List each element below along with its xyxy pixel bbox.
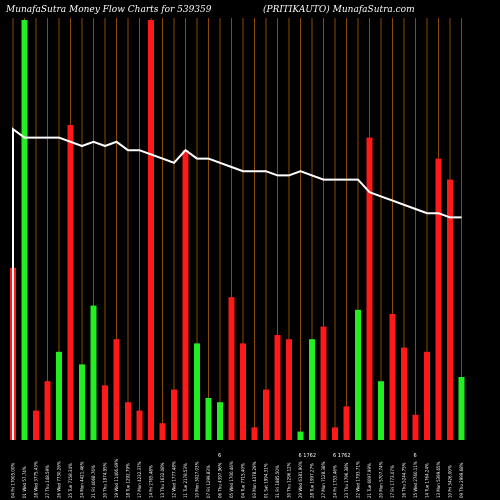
- x-tick-label: 28 Wed 3775.43%: [34, 461, 39, 498]
- bar-down: [286, 339, 292, 440]
- bar-down: [447, 179, 453, 440]
- price-line: [12, 127, 462, 440]
- x-tick-label: 28 Tue 1997.27%: [310, 463, 315, 498]
- x-tick-label: 06 Thu 4397.96%: [218, 462, 223, 498]
- bar-up: [378, 381, 384, 440]
- bar-down: [435, 158, 442, 440]
- small-marker: 6 1762: [333, 453, 351, 459]
- bar-up: [309, 339, 315, 440]
- x-tick-label: 18 Tue 1292.79%: [126, 463, 131, 498]
- x-tick-label: 31 Fri 1885.50%: [275, 465, 280, 498]
- x-tick-label: 23 Thu 1796.38%: [344, 462, 349, 498]
- x-tick-label: 14 Fri 2765.48%: [149, 465, 154, 498]
- x-tick-label: 25 Tue 7158.34%: [68, 463, 73, 498]
- bar-down: [182, 150, 189, 440]
- x-tick-label: 24 Fri 1753.46%: [333, 465, 338, 498]
- bar-down: [240, 343, 246, 440]
- bar-up: [21, 20, 28, 440]
- x-tick-label: 24 Mon 4421.46%: [80, 461, 85, 498]
- bar-down: [401, 347, 407, 440]
- x-tick-label: 12 Wed 1777.48%: [172, 461, 177, 498]
- bar-down: [102, 385, 108, 440]
- x-tick-label: 21 Fri 4068.76%: [91, 465, 96, 498]
- x-tick-label: 13 Mon 5399.65%: [436, 461, 441, 498]
- x-tick-label: 01 Wed 57.74%: [22, 466, 27, 498]
- bar-down: [148, 20, 154, 440]
- x-tick-label: 20 Mon 5707.74%: [379, 461, 384, 498]
- x-tick-label: 04 Tue 7715.40%: [241, 463, 246, 498]
- bar-up: [90, 305, 97, 440]
- bar-down: [412, 414, 419, 440]
- x-tick-label: 09 Thu 2999.68%: [459, 462, 464, 498]
- x-tick-label: 17 Mon 4232.37%: [137, 461, 142, 498]
- x-tick-label: 15 Wed 2760.11%: [413, 461, 418, 498]
- bar-down: [67, 125, 74, 440]
- bar-up: [79, 364, 85, 440]
- x-tick-label: 22 Wed 1793.71%: [356, 461, 361, 498]
- bar-down: [228, 297, 235, 440]
- x-tick-label: 16 Thu 5244.75%: [402, 462, 407, 498]
- bar-up: [458, 377, 465, 440]
- x-tick-label: 10 Mon 3027.03%: [195, 461, 200, 498]
- x-tick-label: 05 Wed 1700.46%: [229, 461, 234, 498]
- small-marker: 6 1762: [299, 453, 317, 459]
- x-tick-label: 07 Fri 1299.83%: [206, 465, 211, 498]
- x-tick-label: 04 Fri 17005.00%: [11, 463, 16, 498]
- bar-up: [217, 402, 223, 440]
- x-tick-label: 20 Thu 1974.95%: [103, 462, 108, 498]
- x-tick-label: 27 Thu 148.59%: [45, 465, 50, 498]
- x-tick-label: 19 Wed 11406.69%: [114, 459, 119, 498]
- x-tick-label: 21 Tue 6097.99%: [367, 463, 372, 498]
- bar-down: [424, 351, 430, 440]
- x-tick-label: 13 Thu 1632.08%: [160, 462, 165, 498]
- small-marker: 6: [414, 453, 417, 459]
- x-tick-label: 01 Sat 1994.31%: [264, 463, 269, 498]
- bar-down: [136, 410, 143, 440]
- small-markers: 6 6 1762 6 1762 6: [218, 453, 417, 459]
- x-tick-label: 03 Mon 4378.29%: [252, 461, 257, 498]
- bar-down: [332, 427, 338, 440]
- bar-down: [113, 339, 120, 440]
- bar-down: [274, 335, 281, 440]
- bar-down: [320, 326, 327, 440]
- bar-down: [171, 389, 177, 440]
- bar-down: [125, 402, 131, 440]
- bar-down: [263, 389, 269, 440]
- bar-up: [355, 309, 361, 440]
- bar-down: [159, 423, 166, 440]
- x-tick-label: 17 Fri 1773.07%: [390, 465, 395, 498]
- bar-down: [366, 137, 373, 440]
- x-tick-labels: 04 Fri 17005.00% 01 Wed 57.74% 28 Wed 3775…: [11, 459, 465, 498]
- x-tick-label: 30 Thu 1296.12%: [287, 462, 292, 498]
- bar-up: [194, 343, 200, 440]
- x-tick-label: 10 Fri 3426.00%: [448, 465, 453, 498]
- x-tick-label: 26 Wed 7730.26%: [57, 461, 62, 498]
- small-marker: 6: [218, 453, 221, 459]
- bar-down: [389, 314, 396, 440]
- bar-down: [33, 410, 39, 440]
- bar-up: [297, 431, 304, 440]
- x-tick-label: 27 Mon 7128.38%: [321, 461, 326, 498]
- x-tick-label: 14 Tue 1764.24%: [425, 463, 430, 498]
- bar-up: [56, 351, 62, 440]
- x-tick-label: 29 Wed 6181.90%: [298, 461, 303, 498]
- chart-title: MunafaSutra Money Flow Charts for 539359: [5, 5, 212, 15]
- bar-down: [251, 427, 258, 440]
- bars-group: [10, 20, 465, 440]
- chart-subtitle: (PRITIKAUTO) MunafaSutra.com: [263, 4, 415, 15]
- x-tick-label: 11 Tue 2178.53%: [183, 463, 188, 498]
- bar-up: [205, 398, 212, 440]
- bar-down: [44, 381, 51, 440]
- bar-down: [343, 406, 350, 440]
